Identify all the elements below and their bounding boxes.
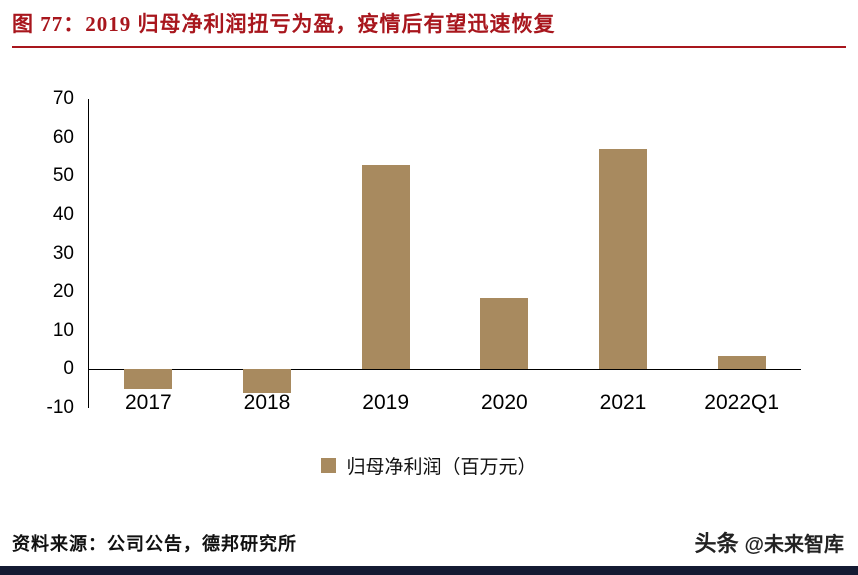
bar-2022Q1 [717, 355, 766, 370]
y-axis-tick-label: 50 [52, 165, 74, 187]
figure-title: 图 77：2019 归母净利润扭亏为盈，疫情后有望迅速恢复 [12, 12, 556, 36]
bar-chart: 70 60 50 40 30 20 10 0 -10 2017 2018 2019 2020 2021 2… [0, 88, 858, 435]
x-axis-tick-label: 2021 [599, 391, 647, 414]
source-note: 资料来源：公司公告，德邦研究所 [12, 534, 297, 554]
bar-2018 [243, 369, 291, 393]
y-axis-tick-label: 40 [52, 203, 74, 225]
y-axis-tick-label: 60 [52, 126, 74, 148]
footer-bar [0, 566, 858, 575]
x-axis-tick-label: 2019 [362, 391, 410, 414]
x-axis-tick-label: 2018 [243, 391, 291, 414]
x-axis-tick-label: 2017 [124, 391, 172, 414]
x-axis-labels: 2017 2018 2019 2020 2021 2022Q1 [89, 390, 801, 416]
y-axis-tick-label: -10 [46, 397, 74, 418]
x-axis-tick-label: 2022Q1 [704, 391, 780, 414]
y-axis-tick-label: 70 [52, 88, 74, 109]
y-axis-tick-label: 30 [52, 242, 74, 264]
bar-2021 [599, 149, 647, 370]
plot-area: 2017 2018 2019 2020 2021 2022Q1 [88, 99, 801, 414]
watermark-brand-toutiao: 头条 [694, 531, 739, 556]
y-axis-tick-label: 10 [52, 319, 74, 341]
bar-2019 [361, 164, 410, 370]
y-axis-tick-label: 20 [52, 281, 74, 303]
title-divider [12, 46, 846, 48]
y-axis-tick-label: 0 [63, 358, 74, 380]
x-axis-tick-label: 2020 [480, 391, 528, 414]
legend-swatch [321, 457, 337, 473]
bar-2020 [480, 297, 529, 370]
bar-2017 [124, 369, 173, 389]
legend-label: 归母净利润（百万元） [346, 456, 537, 478]
watermark: 头条 @未来智库 [694, 526, 844, 558]
y-axis-labels: 70 60 50 40 30 20 10 0 -10 [0, 88, 80, 418]
bars-layer [89, 99, 801, 408]
watermark-handle: @未来智库 [744, 534, 844, 556]
chart-legend: 归母净利润（百万元） [0, 450, 858, 480]
zero-line [89, 369, 801, 371]
